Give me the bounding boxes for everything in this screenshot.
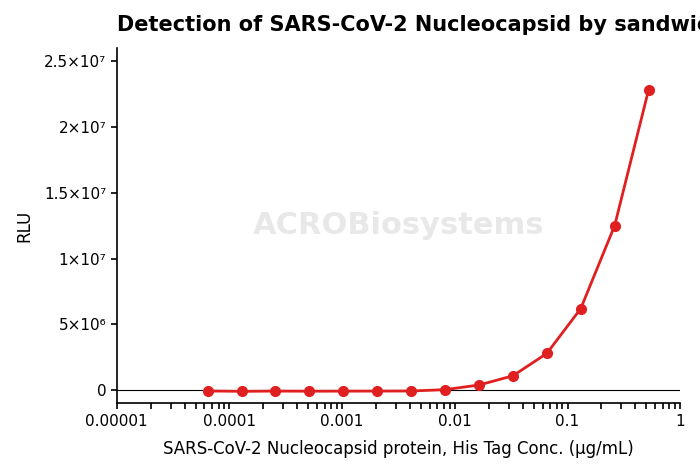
Y-axis label: RLU: RLU — [15, 210, 33, 242]
Text: Detection of SARS-CoV-2 Nucleocapsid by sandwich MPCLIA: Detection of SARS-CoV-2 Nucleocapsid by … — [117, 15, 700, 35]
Text: ACROBiosystems: ACROBiosystems — [253, 211, 544, 240]
X-axis label: SARS-CoV-2 Nucleocapsid protein, His Tag Conc. (μg/mL): SARS-CoV-2 Nucleocapsid protein, His Tag… — [163, 440, 634, 458]
